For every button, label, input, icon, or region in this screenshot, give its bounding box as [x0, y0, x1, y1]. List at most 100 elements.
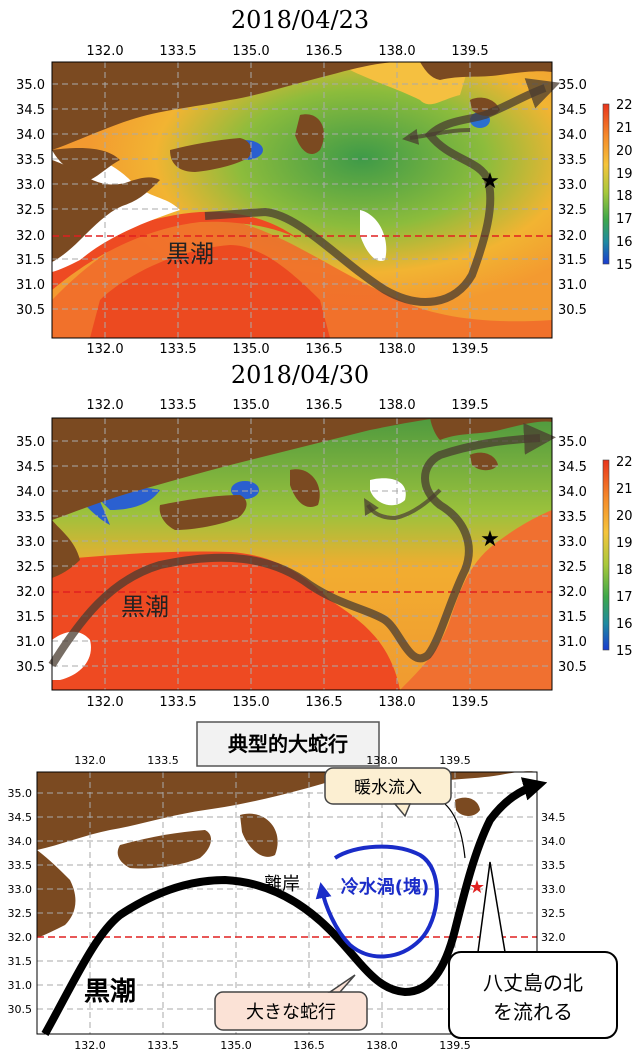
y-tick-right: 34.5: [558, 103, 587, 118]
x-tick-bottom: 136.5: [305, 695, 342, 710]
land-honshu: [52, 62, 400, 150]
schematic-title: 典型的大蛇行: [228, 732, 348, 756]
colorbar-tick: 15: [616, 644, 633, 659]
y-tick-left: 32.5: [16, 560, 45, 575]
y-tick-right: 32.5: [558, 560, 587, 575]
land-kyushu: [52, 148, 120, 180]
x-tick-bottom: 139.5: [451, 342, 488, 357]
hachijo-label-line1: 八丈島の北: [483, 971, 583, 995]
y-tick-left: 31.0: [8, 979, 33, 992]
y-tick-right: 32.0: [541, 931, 566, 944]
meander-label: 大きな蛇行: [246, 1002, 336, 1023]
x-tick-bottom: 138.0: [378, 342, 415, 357]
schematic-panel: 典型的大蛇行 132.0 133.5 138.0 139.5 13: [8, 721, 618, 1052]
panel-title: 2018/04/30: [231, 361, 369, 389]
kuroshio-path: [48, 422, 556, 668]
y-tick-right: 32.0: [558, 585, 587, 600]
y-tick-left: 35.0: [16, 435, 45, 450]
colorbar-tick: 18: [616, 563, 633, 578]
y-tick-left: 35.0: [8, 787, 33, 800]
meander-callout: [214, 991, 368, 1031]
y-tick-left: 35.0: [16, 78, 45, 93]
y-tick-left: 32.5: [16, 203, 45, 218]
x-tick-top: 136.5: [305, 398, 342, 413]
y-tick-right: 34.0: [558, 485, 587, 500]
x-tick-bottom: 133.5: [159, 695, 196, 710]
x-tick-bottom: 139.5: [451, 695, 488, 710]
x-tick-top: 132.0: [86, 44, 123, 59]
y-tick-left: 31.5: [16, 610, 45, 625]
warm-water-core: [52, 211, 300, 290]
land-honshu: [37, 772, 360, 850]
grid-lines: [52, 62, 552, 338]
kuroshio-label: 黒潮: [121, 593, 169, 621]
x-tick-top: 133.5: [159, 44, 196, 59]
colorbar-tick: 22: [616, 455, 633, 470]
y-tick-right: 31.5: [558, 253, 587, 268]
y-tick-left: 30.5: [16, 660, 45, 675]
colorbar: [602, 459, 610, 651]
land-kanto: [420, 62, 552, 80]
x-tick-bottom: 138.0: [366, 1039, 398, 1052]
x-tick-bottom: 136.5: [293, 1039, 325, 1052]
y-tick-left: 34.0: [8, 835, 33, 848]
x-tick-top: 133.5: [147, 754, 179, 767]
land-honshu: [52, 418, 440, 520]
land-kii: [295, 114, 324, 155]
y-tick-left: 34.5: [16, 460, 45, 475]
callout-pointer: [477, 861, 506, 953]
colorbar-tick: 21: [616, 121, 633, 136]
warm-inflow-label: 暖水流入: [354, 778, 422, 798]
x-tick-bottom: 133.5: [159, 342, 196, 357]
panel-2018-04-23: 2018/04/23: [16, 6, 633, 357]
colorbar: [602, 103, 610, 265]
y-tick-left: 30.5: [16, 303, 45, 318]
hachijo-callout: [448, 951, 618, 1039]
x-tick-bottom: 132.0: [86, 695, 123, 710]
warm-inflow-branch: [402, 128, 471, 145]
y-tick-right: 32.0: [558, 229, 587, 244]
colorbar-tick: 16: [616, 235, 633, 250]
kuroshio-path: [41, 777, 548, 1036]
x-tick-top: 133.5: [159, 398, 196, 413]
kuroshio-label: 黒潮: [166, 240, 214, 268]
x-tick-bottom: 135.0: [232, 342, 269, 357]
y-tick-right: 34.0: [541, 835, 566, 848]
y-tick-right: 35.0: [558, 78, 587, 93]
x-tick-top: 138.0: [378, 398, 415, 413]
warm-water-south: [90, 245, 330, 338]
colorbar-tick: 17: [616, 590, 633, 605]
panel-title: 2018/04/23: [231, 6, 369, 34]
hachijo-star-icon: ★: [480, 527, 500, 552]
x-tick-top: 139.5: [451, 44, 488, 59]
colorbar-tick: 22: [616, 98, 633, 113]
x-tick-top: 139.5: [439, 754, 471, 767]
colorbar-tick: 15: [616, 258, 633, 273]
x-tick-bottom: 135.0: [220, 1039, 252, 1052]
colorbar-tick: 20: [616, 509, 633, 524]
land-kii: [290, 469, 320, 508]
y-tick-right: 30.5: [558, 303, 587, 318]
x-tick-bottom: 132.0: [86, 342, 123, 357]
y-tick-left: 31.5: [8, 955, 33, 968]
x-tick-top: 132.0: [74, 754, 106, 767]
y-tick-right: 34.0: [558, 128, 587, 143]
land-kyushu: [37, 850, 76, 938]
y-tick-right: 31.0: [558, 278, 587, 293]
colorbar-tick: 19: [616, 167, 633, 182]
map-frame: [51, 61, 553, 339]
hachijo-star-icon: ★: [480, 169, 500, 194]
x-tick-top: 136.5: [305, 44, 342, 59]
schematic-title-box: [196, 721, 380, 767]
warm-inflow-callout: [324, 767, 452, 805]
panel-2018-04-30: 2018/04/30 黒潮 ★: [16, 361, 633, 710]
y-tick-right: 33.5: [558, 153, 587, 168]
y-tick-left: 32.5: [8, 907, 33, 920]
y-tick-left: 33.5: [16, 510, 45, 525]
land-izu: [455, 797, 480, 816]
y-tick-right: 35.0: [558, 435, 587, 450]
warm-water-east: [400, 510, 552, 690]
cold-eddy-label: 冷水渦(塊): [341, 876, 429, 898]
y-tick-left: 33.0: [16, 535, 45, 550]
